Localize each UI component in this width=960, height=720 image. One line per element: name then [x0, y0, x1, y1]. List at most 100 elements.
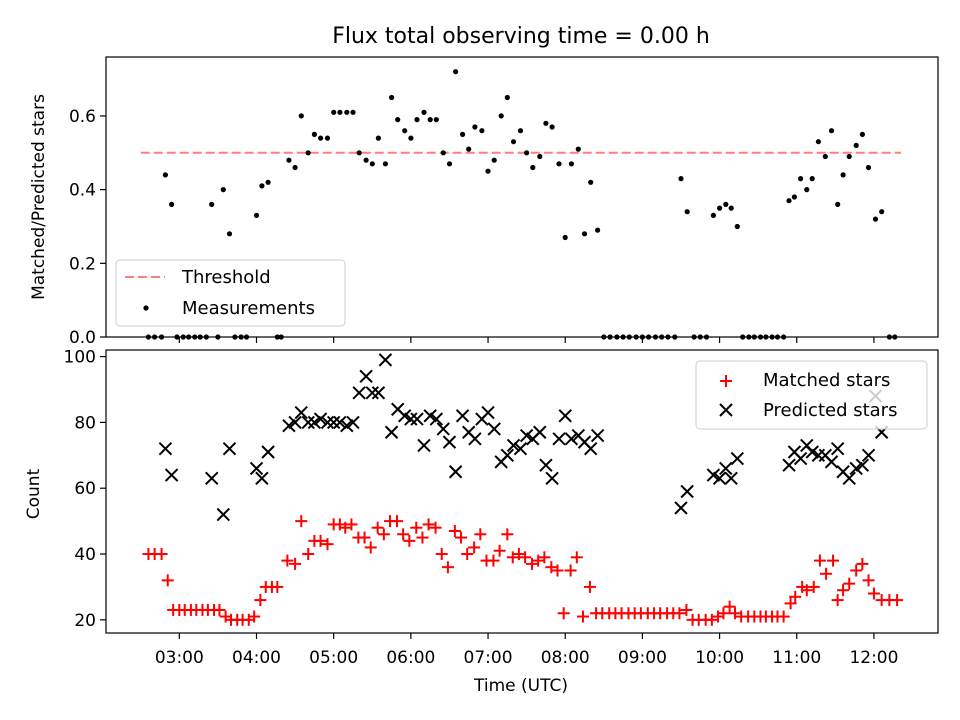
bottom-ytick-label-4: 100 — [64, 348, 96, 368]
measurement-point-34 — [356, 150, 362, 156]
predicted-point-19 — [352, 386, 366, 400]
predicted-point-75 — [849, 461, 863, 476]
predicted-point-52 — [564, 432, 579, 446]
measurement-point-11 — [209, 201, 215, 207]
predicted-point-3 — [216, 507, 231, 522]
predicted-point-58 — [680, 484, 694, 499]
matched-point-28 — [314, 534, 327, 547]
predicted-point-6 — [255, 471, 269, 486]
predicted-point-40 — [487, 422, 501, 436]
measurement-point-65 — [556, 161, 562, 167]
matched-point-64 — [545, 561, 558, 574]
measurement-point-71 — [595, 227, 601, 233]
bottom-xtick-label-1: 04:00 — [232, 648, 281, 668]
predicted-point-55 — [583, 442, 598, 456]
measurement-point-20 — [265, 179, 271, 185]
measurement-point-52 — [472, 124, 478, 130]
matched-point-109 — [827, 554, 840, 567]
top-plot-marks — [140, 69, 901, 340]
matched-point-62 — [532, 554, 545, 567]
predicted-point-39 — [481, 405, 495, 420]
matched-point-59 — [512, 548, 525, 561]
bottom-xtick-label-9: 12:00 — [849, 648, 898, 668]
matched-point-67 — [564, 564, 577, 577]
measurement-point-35 — [363, 157, 369, 163]
matched-point-24 — [289, 557, 302, 570]
legend-matched-swatch — [720, 375, 732, 387]
matched-point-55 — [487, 554, 500, 567]
matched-point-52 — [468, 541, 481, 554]
legend-measurements-swatch — [143, 305, 149, 311]
measurement-point-37 — [375, 135, 381, 141]
measurement-point-41 — [402, 128, 408, 134]
matched-point-48 — [441, 561, 454, 574]
measurement-point-85 — [684, 209, 690, 215]
top-y-ticks: 0.0 0.2 0.4 0.6 — [69, 107, 106, 348]
matched-point-115 — [862, 574, 875, 587]
predicted-point-68 — [805, 445, 819, 459]
predicted-point-18 — [346, 415, 360, 430]
measurement-point-4 — [169, 201, 175, 207]
measurement-point-112 — [846, 153, 852, 160]
measurement-point-57 — [504, 94, 510, 101]
matched-point-51 — [461, 548, 474, 561]
matched-point-18 — [248, 610, 261, 623]
measurement-point-91 — [723, 201, 729, 207]
predicted-point-37 — [468, 432, 482, 446]
predicted-point-29 — [417, 438, 431, 453]
predicted-point-10 — [294, 405, 308, 420]
predicted-point-76 — [855, 458, 870, 472]
matched-point-68 — [570, 551, 583, 564]
measurement-point-67 — [568, 161, 575, 167]
measurement-point-50 — [460, 131, 466, 137]
matched-point-92 — [723, 600, 736, 613]
matched-point-116 — [867, 587, 880, 600]
top-ytick-label-0: 0.0 — [69, 328, 96, 348]
matched-point-40 — [390, 515, 403, 528]
legend-predicted-label: Predicted stars — [763, 400, 897, 421]
predicted-point-59 — [706, 468, 721, 482]
bottom-legend: Matched stars Predicted stars — [695, 360, 928, 430]
predicted-point-44 — [513, 442, 528, 456]
predicted-point-8 — [282, 418, 296, 433]
measurement-point-43 — [414, 117, 420, 123]
predicted-point-43 — [506, 438, 521, 453]
predicted-point-4 — [222, 442, 237, 456]
measurement-point-117 — [879, 209, 885, 215]
measurement-point-25 — [298, 113, 304, 119]
bottom-xtick-label-4: 07:00 — [464, 648, 513, 668]
predicted-point-51 — [558, 409, 572, 423]
measurement-point-39 — [389, 94, 395, 101]
predicted-point-47 — [533, 425, 547, 439]
predicted-point-30 — [423, 409, 437, 423]
bottom-x-ticks: 03:00 04:00 05:00 06:00 07:00 08:00 09:00 10:00… — [155, 633, 898, 668]
measurement-point-63 — [543, 120, 549, 126]
measurement-point-62 — [537, 153, 543, 160]
measurement-point-58 — [510, 139, 517, 145]
predicted-point-72 — [830, 442, 845, 456]
bottom-xtick-label-8: 11:00 — [772, 648, 821, 668]
predicted-point-15 — [326, 415, 341, 430]
predicted-point-26 — [397, 409, 412, 423]
predicted-point-7 — [261, 445, 275, 459]
measurement-point-30 — [331, 109, 337, 115]
measurement-point-13 — [220, 187, 226, 193]
x-axis-label: Time (UTC) — [473, 676, 568, 696]
predicted-point-23 — [378, 353, 393, 367]
matched-point-35 — [358, 531, 371, 544]
measurement-point-49 — [453, 69, 459, 75]
predicted-point-11 — [301, 415, 315, 430]
predicted-point-42 — [500, 448, 515, 463]
measurement-point-27 — [311, 131, 317, 137]
measurement-point-111 — [840, 172, 846, 178]
predicted-point-35 — [455, 409, 470, 423]
measurement-point-106 — [809, 176, 815, 182]
measurement-point-42 — [408, 135, 414, 141]
top-panel: 0.0 0.2 0.4 0.6 Matched/Predicted stars Thr… — [29, 56, 939, 348]
matched-point-33 — [345, 518, 358, 531]
predicted-point-31 — [429, 412, 444, 426]
matched-point-58 — [506, 551, 519, 564]
matched-point-49 — [448, 524, 461, 537]
predicted-point-62 — [724, 471, 738, 486]
